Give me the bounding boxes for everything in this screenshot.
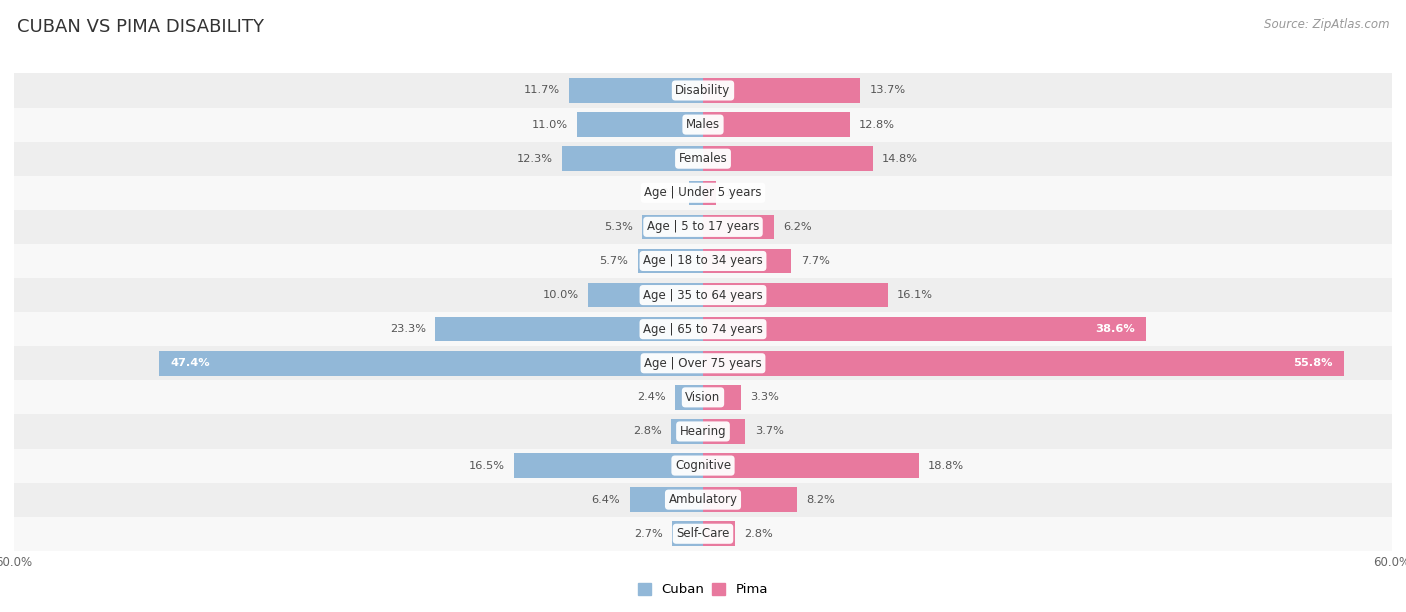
Bar	[562, 146, 703, 171]
Text: 6.2%: 6.2%	[783, 222, 813, 232]
Text: 11.0%: 11.0%	[531, 119, 568, 130]
Text: 1.2%: 1.2%	[651, 188, 681, 198]
Text: 6.4%: 6.4%	[592, 494, 620, 505]
Bar	[14, 108, 1392, 141]
Bar	[14, 73, 1392, 108]
Text: 7.7%: 7.7%	[800, 256, 830, 266]
Bar	[672, 521, 703, 546]
Text: 2.4%: 2.4%	[638, 392, 666, 402]
Bar	[703, 317, 1146, 341]
Legend: Cuban, Pima: Cuban, Pima	[633, 578, 773, 602]
Bar	[14, 380, 1392, 414]
Bar	[14, 210, 1392, 244]
Bar	[588, 283, 703, 307]
Bar	[703, 146, 873, 171]
Text: 5.3%: 5.3%	[605, 222, 633, 232]
Bar	[14, 449, 1392, 483]
Bar	[703, 385, 741, 409]
Bar	[689, 181, 703, 205]
Bar	[675, 385, 703, 409]
Bar	[14, 346, 1392, 380]
Text: 2.7%: 2.7%	[634, 529, 662, 539]
Text: 14.8%: 14.8%	[882, 154, 918, 163]
Text: Disability: Disability	[675, 84, 731, 97]
Text: Age | 65 to 74 years: Age | 65 to 74 years	[643, 323, 763, 335]
Bar	[703, 351, 1344, 376]
Bar	[703, 419, 745, 444]
Text: Source: ZipAtlas.com: Source: ZipAtlas.com	[1264, 18, 1389, 31]
Bar	[14, 141, 1392, 176]
Text: 13.7%: 13.7%	[869, 86, 905, 95]
Bar	[703, 78, 860, 103]
Text: 2.8%: 2.8%	[633, 427, 662, 436]
Text: 2.8%: 2.8%	[744, 529, 773, 539]
Bar	[14, 414, 1392, 449]
Text: 3.7%: 3.7%	[755, 427, 783, 436]
Bar	[703, 181, 716, 205]
Bar	[513, 453, 703, 478]
Bar	[14, 312, 1392, 346]
Text: Age | 5 to 17 years: Age | 5 to 17 years	[647, 220, 759, 233]
Bar	[14, 517, 1392, 551]
Text: Vision: Vision	[685, 391, 721, 404]
Bar	[630, 487, 703, 512]
Bar	[703, 283, 887, 307]
Bar	[703, 453, 920, 478]
Text: 23.3%: 23.3%	[391, 324, 426, 334]
Text: 8.2%: 8.2%	[807, 494, 835, 505]
Text: 18.8%: 18.8%	[928, 461, 965, 471]
Text: Age | 18 to 34 years: Age | 18 to 34 years	[643, 255, 763, 267]
Text: Cognitive: Cognitive	[675, 459, 731, 472]
Text: Females: Females	[679, 152, 727, 165]
Text: 55.8%: 55.8%	[1292, 358, 1333, 368]
Bar	[703, 248, 792, 273]
Bar	[703, 521, 735, 546]
Bar	[14, 244, 1392, 278]
Text: 1.1%: 1.1%	[725, 188, 754, 198]
Text: 12.3%: 12.3%	[516, 154, 553, 163]
Text: 12.8%: 12.8%	[859, 119, 896, 130]
Text: 38.6%: 38.6%	[1095, 324, 1135, 334]
Text: Self-Care: Self-Care	[676, 528, 730, 540]
Bar	[14, 483, 1392, 517]
Text: Age | Over 75 years: Age | Over 75 years	[644, 357, 762, 370]
Bar	[703, 215, 775, 239]
Text: Ambulatory: Ambulatory	[668, 493, 738, 506]
Bar	[576, 113, 703, 137]
Text: Age | 35 to 64 years: Age | 35 to 64 years	[643, 289, 763, 302]
Text: Age | Under 5 years: Age | Under 5 years	[644, 186, 762, 200]
Text: 3.3%: 3.3%	[749, 392, 779, 402]
Bar	[159, 351, 703, 376]
Bar	[14, 278, 1392, 312]
Text: 10.0%: 10.0%	[543, 290, 579, 300]
Bar	[14, 176, 1392, 210]
Bar	[703, 113, 851, 137]
Bar	[436, 317, 703, 341]
Text: 5.7%: 5.7%	[599, 256, 628, 266]
Text: Hearing: Hearing	[679, 425, 727, 438]
Text: 11.7%: 11.7%	[523, 86, 560, 95]
Text: 16.5%: 16.5%	[468, 461, 505, 471]
Bar	[637, 248, 703, 273]
Text: CUBAN VS PIMA DISABILITY: CUBAN VS PIMA DISABILITY	[17, 18, 264, 36]
Bar	[671, 419, 703, 444]
Bar	[568, 78, 703, 103]
Text: 16.1%: 16.1%	[897, 290, 934, 300]
Text: 47.4%: 47.4%	[170, 358, 209, 368]
Text: Males: Males	[686, 118, 720, 131]
Bar	[643, 215, 703, 239]
Bar	[703, 487, 797, 512]
